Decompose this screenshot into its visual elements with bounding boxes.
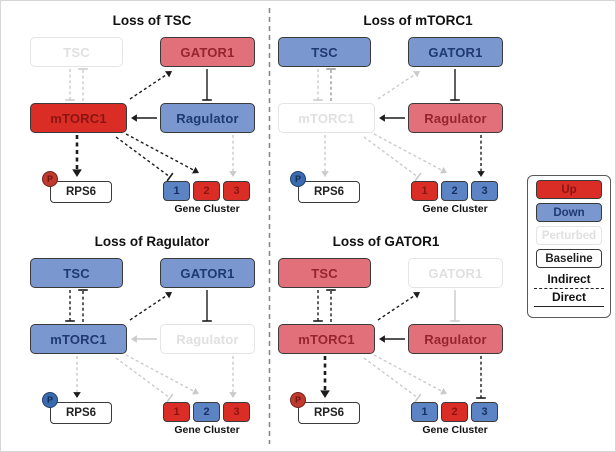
edge-mtorc1-rps6-arrowhead-icon: [72, 169, 82, 177]
node-mtorc1: mTORC1: [278, 324, 375, 354]
gene-cluster-box-2: 2: [193, 402, 220, 422]
legend-chip-perturbed: Perturbed: [536, 226, 602, 245]
node-tsc: TSC: [278, 37, 371, 67]
gene-cluster-box-3: 3: [471, 181, 498, 201]
panel-title: Loss of GATOR1: [332, 234, 440, 249]
rps6-node: RPS6: [298, 402, 360, 424]
edge-mtorc1-cluster2-arrowhead-icon: [440, 166, 447, 174]
gene-cluster-box-1: 1: [411, 181, 438, 201]
edge-mtorc1-cluster1-inhibit-bar-icon: [414, 393, 422, 403]
gene-cluster-label: Gene Cluster: [422, 424, 488, 436]
panel-title: Loss of mTORC1: [363, 13, 473, 28]
gene-cluster-box-1: 1: [163, 402, 190, 422]
edge-mtorc1-cluster1: [363, 357, 419, 399]
legend-item-indirect: Indirect: [528, 272, 610, 289]
panel-title: Loss of Ragulator: [94, 234, 210, 249]
edge-mtorc1-cluster1-inhibit-bar-icon: [414, 172, 422, 182]
node-tsc: TSC: [278, 258, 371, 288]
edge-ragulator-mtorc1-arrowhead-icon: [379, 114, 385, 122]
gene-cluster-box-2: 2: [193, 181, 220, 201]
rps6-node: RPS6: [50, 402, 112, 424]
edge-mtorc1-cluster1: [115, 136, 171, 178]
edge-ragulator-mtorc1-arrowhead-icon: [131, 114, 137, 122]
edge-mtorc1-gator1-arrowhead-icon: [165, 71, 172, 78]
node-ragulator: Ragulator: [408, 103, 503, 133]
legend-label-indirect: Indirect: [547, 272, 591, 286]
edge-ragulator-cluster3-arrowhead-icon: [229, 392, 237, 398]
legend: Up Down Perturbed Baseline Indirect Direct: [527, 175, 611, 318]
gene-cluster-box-1: 1: [163, 181, 190, 201]
edge-mtorc1-cluster1-inhibit-bar-icon: [166, 393, 174, 403]
panel-title: Loss of TSC: [112, 13, 192, 28]
legend-dashed-line-icon: [534, 288, 604, 289]
edge-ragulator-mtorc1-arrowhead-icon: [379, 335, 385, 343]
node-ragulator: Ragulator: [408, 324, 503, 354]
node-mtorc1: mTORC1: [278, 103, 375, 133]
gene-cluster-box-1: 1: [411, 402, 438, 422]
edge-mtorc1-cluster2: [373, 133, 443, 171]
node-ragulator: Ragulator: [160, 324, 255, 354]
gene-cluster-box-3: 3: [471, 402, 498, 422]
legend-item-direct: Direct: [528, 290, 610, 307]
edge-mtorc1-rps6-arrowhead-icon: [321, 171, 329, 177]
edge-mtorc1-cluster2-arrowhead-icon: [192, 166, 199, 174]
node-tsc: TSC: [30, 37, 123, 67]
edge-ragulator-cluster3-arrowhead-icon: [229, 171, 237, 177]
phospho-badge-icon: P: [290, 392, 306, 408]
edge-mtorc1-gator1: [377, 294, 416, 321]
edge-mtorc1-gator1-arrowhead-icon: [413, 71, 420, 78]
edge-ragulator-cluster3-arrowhead-icon: [477, 171, 485, 177]
edge-mtorc1-cluster1-inhibit-bar-icon: [166, 172, 174, 182]
legend-chip-baseline: Baseline: [536, 249, 602, 268]
edge-mtorc1-cluster1: [363, 136, 419, 178]
edge-mtorc1-cluster1: [115, 357, 171, 399]
gene-cluster-box-2: 2: [441, 402, 468, 422]
gene-cluster-box-3: 3: [223, 402, 250, 422]
phospho-badge-icon: P: [42, 171, 58, 187]
rps6-node: RPS6: [50, 181, 112, 203]
node-gator1: GATOR1: [160, 37, 255, 67]
node-tsc: TSC: [30, 258, 123, 288]
edge-mtorc1-cluster2: [125, 354, 195, 392]
edge-mtorc1-gator1-arrowhead-icon: [165, 292, 172, 299]
legend-label-direct: Direct: [551, 290, 586, 304]
edge-mtorc1-gator1: [377, 73, 416, 100]
node-gator1: GATOR1: [408, 37, 503, 67]
node-ragulator: Ragulator: [160, 103, 255, 133]
legend-chip-down: Down: [536, 203, 602, 222]
edge-mtorc1-gator1-arrowhead-icon: [413, 292, 420, 299]
node-mtorc1: mTORC1: [30, 103, 127, 133]
edge-mtorc1-cluster2: [373, 354, 443, 392]
gene-cluster-label: Gene Cluster: [174, 424, 240, 436]
phospho-badge-icon: P: [290, 171, 306, 187]
gene-cluster-label: Gene Cluster: [422, 203, 488, 215]
legend-solid-line-icon: [534, 306, 604, 307]
rps6-node: RPS6: [298, 181, 360, 203]
edge-mtorc1-rps6-arrowhead-icon: [320, 390, 330, 398]
node-gator1: GATOR1: [408, 258, 503, 288]
edge-mtorc1-cluster2: [125, 133, 195, 171]
edge-mtorc1-cluster2-arrowhead-icon: [440, 387, 447, 395]
phospho-badge-icon: P: [42, 392, 58, 408]
gene-cluster-label: Gene Cluster: [174, 203, 240, 215]
gene-cluster-box-2: 2: [441, 181, 468, 201]
gene-cluster-box-3: 3: [223, 181, 250, 201]
edge-mtorc1-gator1: [129, 73, 168, 100]
node-gator1: GATOR1: [160, 258, 255, 288]
legend-chip-up: Up: [536, 180, 602, 199]
edge-mtorc1-rps6-arrowhead-icon: [73, 392, 81, 398]
edge-mtorc1-cluster2-arrowhead-icon: [192, 387, 199, 395]
edge-ragulator-mtorc1-arrowhead-icon: [131, 335, 137, 343]
edge-mtorc1-gator1: [129, 294, 168, 321]
node-mtorc1: mTORC1: [30, 324, 127, 354]
